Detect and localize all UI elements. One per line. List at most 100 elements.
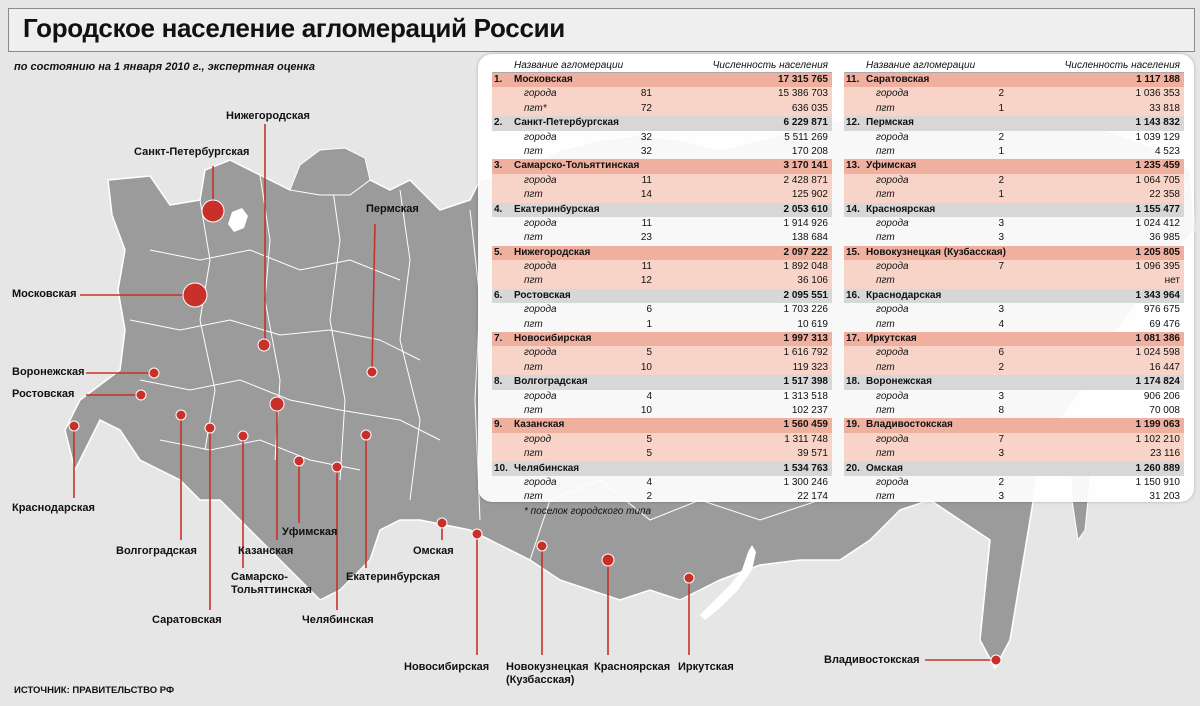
sub-label: города [524,217,557,229]
agglomeration-markers [68,199,1002,666]
map-label: Тольяттинская [231,584,312,596]
population-value: 1 313 518 [783,390,829,402]
agglomeration-name: Саратовская [866,74,930,85]
agglomeration-name: Волгоградская [514,376,588,388]
map-label: Санкт-Петербургская [134,146,250,158]
marker-chelyabinsk [331,461,343,473]
population-total: 1 199 063 [1135,419,1181,431]
sub-label: пгт [524,491,543,503]
sub-label: пгт* [524,102,547,114]
settlement-count: 11 [641,261,652,273]
table-row-cities: город 5 1 311 748 [492,432,832,448]
table-row-agglomeration: 4. Екатеринбурская 2 053 610 [492,202,832,217]
population-value: 170 208 [791,145,828,157]
population-value: 69 476 [1149,318,1180,330]
population-total: 2 053 610 [783,203,829,215]
subtitle: по состоянию на 1 января 2010 г., экспер… [14,61,316,73]
settlement-count: 14 [640,189,652,201]
table-row-agglomeration: 10. Челябинская 1 534 763 [492,461,832,476]
population-value: 1 064 705 [1135,174,1181,186]
sub-label: города [876,433,909,445]
rank: 19. [846,419,860,431]
table-row-pgt: пгт* 72 636 035 [492,101,832,117]
agglomeration-name: Красноярская [866,203,936,215]
population-value: 1 150 910 [1135,476,1181,488]
population-value: 16 447 [1149,361,1180,373]
population-value: 976 675 [1143,304,1180,316]
table-row-cities: города 6 1 703 226 [492,303,832,317]
settlement-count: 11 [641,174,652,186]
map-label: Самарско- [231,571,288,583]
population-value: 22 358 [1149,189,1180,201]
marker-irkutsk [683,572,695,584]
marker-ufa [293,455,305,467]
settlement-count: 5 [646,448,652,460]
settlement-count: 2 [998,88,1004,100]
map-region-borders [129,169,821,561]
sub-label: города [524,88,557,100]
header-name: Название агломерации [514,60,624,71]
sub-label: пгт [524,404,543,416]
agglomeration-name: Новосибирская [514,333,592,345]
population-total: 2 097 222 [783,246,829,258]
table-row-pgt: пгт 2 22 174 [492,490,832,504]
marker-nizhny [257,338,271,352]
marker-saratov [204,422,216,434]
settlement-count: 2 [646,491,652,503]
sub-label: пгт [524,318,543,330]
settlement-count: 1 [998,189,1004,201]
sub-label: города [524,476,557,488]
agglomeration-name: Московская [514,74,573,85]
population-total: 1 143 832 [1135,117,1181,129]
table-row-cities: города 2 1 150 910 [844,476,1184,490]
settlement-count: 4 [646,476,652,488]
table-row-agglomeration: 15. Новокузнецкая (Кузбасская) 1 205 805 [844,245,1184,261]
sub-label: города [876,304,909,316]
header-population: Численность населения [712,60,828,71]
population-value: 1 039 129 [1135,131,1181,143]
agglomeration-name: Нижегородская [514,246,591,258]
settlement-count: 7 [998,433,1004,445]
settlement-count: 3 [998,448,1004,460]
map-label: Омская [413,545,454,557]
sub-label: города [876,261,909,273]
table-row-agglomeration: 5. Нижегородская 2 097 222 [492,245,832,261]
population-value: 102 237 [791,404,828,416]
population-value: 33 818 [1149,102,1180,114]
map-label: Волгоградская [116,545,197,557]
sub-label: города [876,131,909,143]
population-value: 22 174 [797,491,828,503]
table-column-right: Название агломерации Численность населен… [844,60,1184,505]
map-label: (Кузбасская) [506,674,575,686]
settlement-count: 7 [998,261,1004,273]
table-row-pgt: пгт 3 36 985 [844,231,1184,245]
table-rows-left: 1. Московская 17 315 765 города 81 15 386 703… [492,73,832,505]
settlement-count: 2 [998,361,1004,373]
agglomeration-name: Челябинская [514,462,580,474]
population-value: 70 008 [1149,404,1180,416]
marker-novosibirsk [471,528,483,540]
rank: 2. [494,117,503,129]
table-row-agglomeration: 13. Уфимская 1 235 459 [844,159,1184,174]
population-value: 5 511 269 [784,131,828,143]
map-label: Пермская [366,203,419,215]
table-row-cities: города 3 976 675 [844,303,1184,317]
population-total: 1 235 459 [1135,160,1181,172]
settlement-count: 81 [640,88,652,100]
table-rows-right: 11. Саратовская 1 117 188 города 2 1 036 353 п… [844,73,1184,505]
sub-label: города [876,174,909,186]
population-total: 1 174 824 [1135,376,1181,388]
population-total: 1 560 459 [783,419,829,431]
table-header: Название агломерации Численность населен… [844,60,1184,73]
agglomeration-name: Краснодарская [866,289,942,301]
population-value: 1 914 926 [783,217,829,229]
settlement-count: 11 [641,217,652,229]
sub-label: города [524,304,557,316]
population-value: 36 985 [1149,232,1180,244]
marker-kazan [269,396,285,412]
sub-label: города [876,476,909,488]
title-bar: Городское население агломераций России [8,8,1195,52]
table-row-agglomeration: 18. Воронежская 1 174 824 [844,375,1184,390]
table-row-agglomeration: 9. Казанская 1 560 459 [492,418,832,433]
